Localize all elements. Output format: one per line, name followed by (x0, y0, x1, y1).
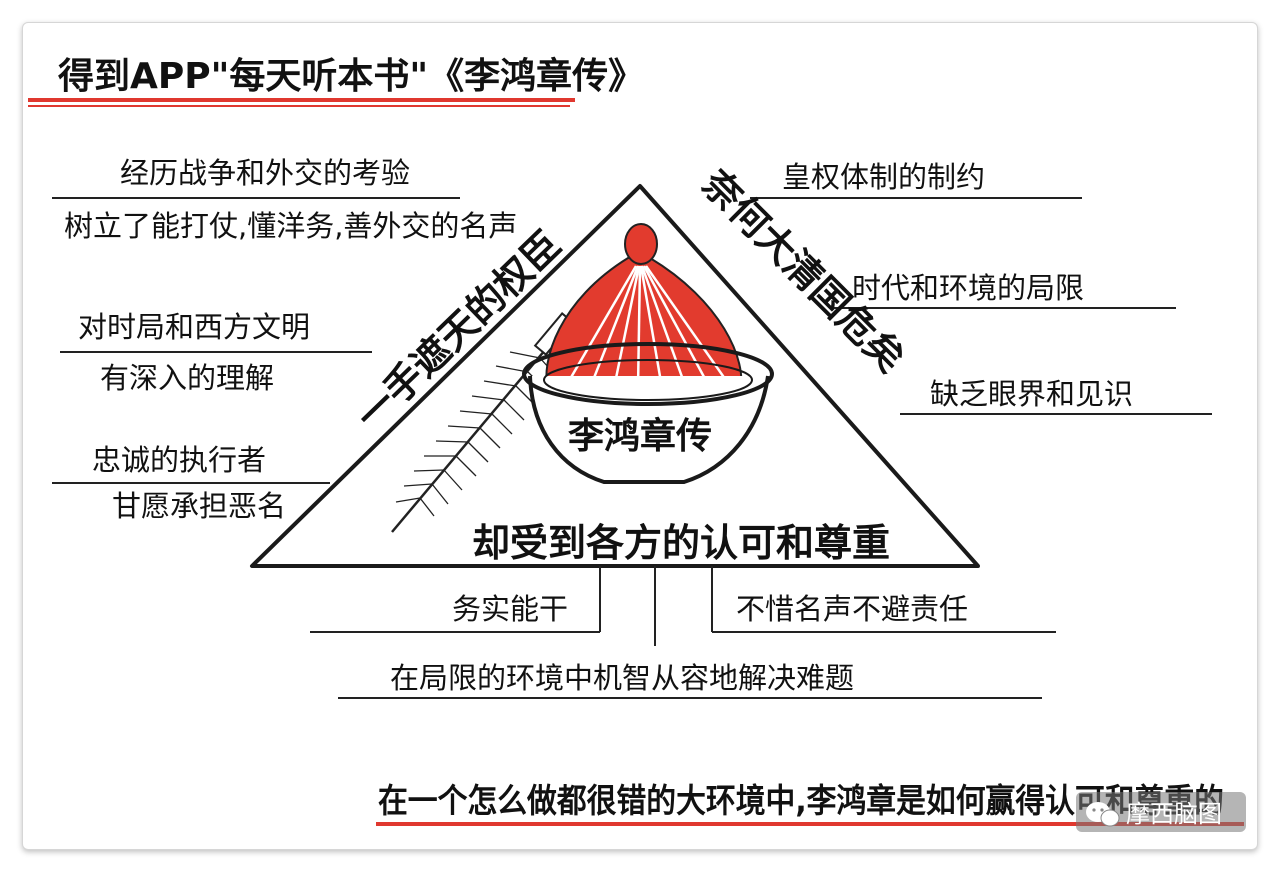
left-item-1-line2: 树立了能打仗,懂洋务,善外交的名声 (64, 209, 517, 243)
bottom-left-label: 务实能干 (452, 592, 568, 626)
right-item-2-label: 时代和环境的局限 (852, 271, 1084, 305)
bottom-center-label: 在局限的环境中机智从容地解决难题 (390, 661, 854, 695)
bowl-illustration: 李鸿章传 (522, 342, 774, 484)
page-title: 得到APP"每天听本书"《李鸿章传》 (58, 55, 644, 97)
right-item-2: 时代和环境的局限 (830, 271, 1176, 309)
bottom-right-label: 不惜名声不避责任 (736, 592, 968, 626)
left-item-2: 对时局和西方文明 有深入的理解 (60, 310, 372, 395)
left-item-2-line1: 对时局和西方文明 (78, 310, 310, 344)
wechat-icon (1086, 802, 1120, 827)
watermark: 摩西脑图 (1076, 792, 1246, 832)
left-item-3-line2: 甘愿承担恶名 (112, 489, 286, 523)
left-item-3: 忠诚的执行者 甘愿承担恶名 (52, 443, 330, 523)
right-item-1-label: 皇权体制的制约 (782, 160, 985, 194)
central-triangle (250, 184, 980, 568)
watermark-text: 摩西脑图 (1126, 800, 1222, 828)
left-item-1: 经历战争和外交的考验 树立了能打仗,懂洋务,善外交的名声 (52, 156, 517, 243)
center-title: 李鸿章传 (568, 415, 712, 457)
left-item-3-line1: 忠诚的执行者 (92, 443, 266, 477)
left-item-1-line1: 经历战争和外交的考验 (120, 156, 410, 190)
bottom-branches (310, 566, 1056, 699)
triangle-base-label: 却受到各方的认可和尊重 (472, 521, 890, 565)
right-item-1: 皇权体制的制约 (750, 160, 1082, 199)
right-item-3-label: 缺乏眼界和见识 (930, 377, 1133, 411)
right-item-3: 缺乏眼界和见识 (900, 377, 1212, 415)
left-item-2-line2: 有深入的理解 (100, 361, 274, 395)
